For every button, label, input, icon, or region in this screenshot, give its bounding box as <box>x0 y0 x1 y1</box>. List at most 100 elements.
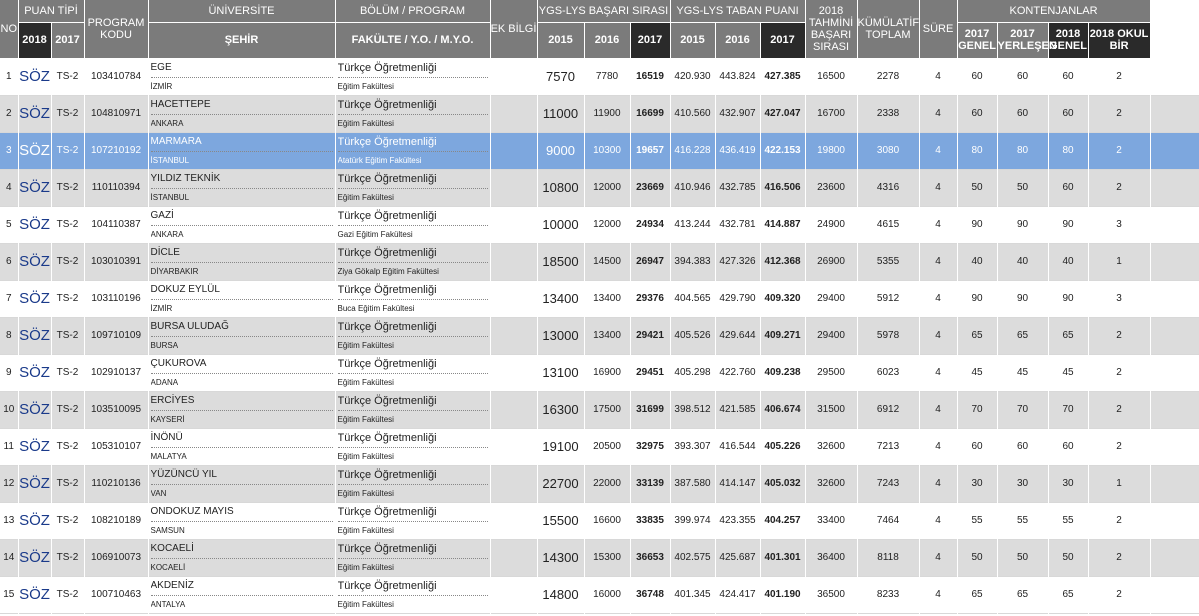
sure: 4 <box>919 95 958 132</box>
universite-link[interactable]: HACETTEPE <box>150 96 333 115</box>
table-row[interactable]: 5 SÖZ TS-2 104110387 GAZİ ANKARA Türkçe Öğretm… <box>0 206 1199 243</box>
tahmini-sira: 23600 <box>805 169 858 206</box>
universite-link[interactable]: İNÖNÜ <box>150 429 333 448</box>
bs-2017: 29451 <box>630 354 671 391</box>
bolum-link[interactable]: Türkçe Öğretmenliği <box>337 503 488 522</box>
universite-link[interactable]: GAZİ <box>150 207 333 226</box>
bolum-link[interactable]: Türkçe Öğretmenliği <box>337 355 488 374</box>
table-row[interactable]: 12 SÖZ TS-2 110210136 YÜZÜNCÜ YIL VAN Türkçe Ö… <box>0 465 1199 502</box>
table-row[interactable]: 11 SÖZ TS-2 105310107 İNÖNÜ MALATYA Türkçe Öğr… <box>0 428 1199 465</box>
universite-link[interactable]: EGE <box>150 59 333 78</box>
table-row[interactable]: 13 SÖZ TS-2 108210189 ONDOKUZ MAYIS SAMSUN Tür… <box>0 502 1199 539</box>
bolum-link[interactable]: Türkçe Öğretmenliği <box>337 429 488 448</box>
col-puan-2017[interactable]: 2017 <box>51 22 85 59</box>
k2018-genel: 90 <box>1048 206 1089 243</box>
col-tp-2016[interactable]: 2016 <box>715 22 761 59</box>
col-bs-2016[interactable]: 2016 <box>584 22 631 59</box>
table-row[interactable]: 7 SÖZ TS-2 103110196 DOKUZ EYLÜL İZMİR Türkçe … <box>0 280 1199 317</box>
universite-link[interactable]: AKDENİZ <box>150 577 333 596</box>
bolum-link[interactable]: Türkçe Öğretmenliği <box>337 207 488 226</box>
table-row[interactable]: 8 SÖZ TS-2 109710109 BURSA ULUDAĞ BURSA Türkçe… <box>0 317 1199 354</box>
col-k2017-genel[interactable]: 2017 GENEL <box>957 22 998 59</box>
bolum-link[interactable]: Türkçe Öğretmenliği <box>337 540 488 559</box>
col-tp-2017[interactable]: 2017 <box>760 22 806 59</box>
universite-cell: HACETTEPE ANKARA <box>148 95 336 132</box>
bs-2015: 7570 <box>537 58 585 95</box>
bs-2015: 10800 <box>537 169 585 206</box>
col-bs-2017[interactable]: 2017 <box>630 22 671 59</box>
bolum-link[interactable]: Türkçe Öğretmenliği <box>337 392 488 411</box>
col-universite[interactable]: ÜNİVERSİTE <box>148 0 336 23</box>
table-row[interactable]: 15 SÖZ TS-2 100710463 AKDENİZ ANTALYA Türkçe Ö… <box>0 576 1199 613</box>
table-row[interactable]: 6 SÖZ TS-2 103010391 DİCLE DİYARBAKIR Türkçe Ö… <box>0 243 1199 280</box>
col-bs-2015[interactable]: 2015 <box>537 22 585 59</box>
sehir-text: KAYSERİ <box>150 414 185 424</box>
col-k2018-genel[interactable]: 2018 GENEL <box>1048 22 1089 59</box>
tp-2015: 413.244 <box>670 206 716 243</box>
bolum-cell: Türkçe Öğretmenliği Eğitim Fakültesi <box>335 576 491 613</box>
tp-2015: 410.946 <box>670 169 716 206</box>
col-ek-bilgi[interactable]: EK BİLGİ <box>490 0 538 59</box>
col-puan-2018[interactable]: 2018 <box>18 22 52 59</box>
col-sehir[interactable]: ŞEHİR <box>148 22 336 59</box>
table-row[interactable]: 9 SÖZ TS-2 102910137 ÇUKUROVA ADANA Türkçe Öğr… <box>0 354 1199 391</box>
table-row[interactable]: 14 SÖZ TS-2 106910073 KOCAELİ KOCAELİ Türkçe Ö… <box>0 539 1199 576</box>
universite-link[interactable]: ÇUKUROVA <box>150 355 333 374</box>
bs-2016: 14500 <box>584 243 631 280</box>
kumulatif: 2278 <box>857 58 920 95</box>
col-taban-puani[interactable]: YGS-LYS TABAN PUANI <box>670 0 806 23</box>
bolum-link[interactable]: Türkçe Öğretmenliği <box>337 281 488 300</box>
program-kodu: 110110394 <box>84 169 149 206</box>
universite-link[interactable]: ONDOKUZ MAYIS <box>150 503 333 522</box>
universite-link[interactable]: YILDIZ TEKNİK <box>150 170 333 189</box>
col-tp-2015[interactable]: 2015 <box>670 22 716 59</box>
bs-2015: 14300 <box>537 539 585 576</box>
bolum-link[interactable]: Türkçe Öğretmenliği <box>337 244 488 263</box>
tp-2015: 402.575 <box>670 539 716 576</box>
universite-cell: AKDENİZ ANTALYA <box>148 576 336 613</box>
universite-link[interactable]: KOCAELİ <box>150 540 333 559</box>
bolum-link[interactable]: Türkçe Öğretmenliği <box>337 466 488 485</box>
table-row[interactable]: 4 SÖZ TS-2 110110394 YILDIZ TEKNİK İSTANBUL Tü… <box>0 169 1199 206</box>
universite-link[interactable]: YÜZÜNCÜ YIL <box>150 466 333 485</box>
k2017-genel: 50 <box>957 539 998 576</box>
bolum-link[interactable]: Türkçe Öğretmenliği <box>337 59 488 78</box>
universite-cell: EGE İZMİR <box>148 58 336 95</box>
col-k2018-okulbir[interactable]: 2018 OKUL BİR <box>1088 22 1151 59</box>
universite-cell: DOKUZ EYLÜL İZMİR <box>148 280 336 317</box>
col-no[interactable]: NO <box>0 0 19 59</box>
tp-2016: 416.544 <box>715 428 761 465</box>
col-program-kodu[interactable]: PROGRAM KODU <box>84 0 149 59</box>
table-row[interactable]: 2 SÖZ TS-2 104810971 HACETTEPE ANKARA Türkçe Ö… <box>0 95 1199 132</box>
universite-link[interactable]: MARMARA <box>150 133 333 152</box>
universite-link[interactable]: DİCLE <box>150 244 333 263</box>
col-fakulte[interactable]: FAKÜLTE / Y.O. / M.Y.O. <box>335 22 491 59</box>
table-row[interactable]: 3 SÖZ TS-2 107210192 MARMARA İSTANBUL Türkçe Ö… <box>0 132 1199 169</box>
bolum-link[interactable]: Türkçe Öğretmenliği <box>337 170 488 189</box>
fakulte-text: Eğitim Fakültesi <box>337 451 394 461</box>
sehir-text: VAN <box>150 488 167 498</box>
col-sure[interactable]: SÜRE <box>919 0 958 59</box>
universite-cell: ONDOKUZ MAYIS SAMSUN <box>148 502 336 539</box>
col-k2017-yerlesen[interactable]: 2017 YERLEŞEN <box>997 22 1057 59</box>
bolum-link[interactable]: Türkçe Öğretmenliği <box>337 577 488 596</box>
k2018-genel: 40 <box>1048 243 1089 280</box>
k2017-yerlesen: 45 <box>997 354 1049 391</box>
puan-tipi-2018: SÖZ <box>18 428 52 465</box>
col-puan-tipi[interactable]: PUAN TİPİ <box>18 0 85 23</box>
tp-2015: 399.974 <box>670 502 716 539</box>
bolum-link[interactable]: Türkçe Öğretmenliği <box>337 96 488 115</box>
col-kumulatif[interactable]: KÜMÜLATİF TOPLAM <box>857 0 920 59</box>
table-row[interactable]: 10 SÖZ TS-2 103510095 ERCİYES KAYSERİ Türkçe Ö… <box>0 391 1199 428</box>
col-tahmini[interactable]: 2018 TAHMİNİ BAŞARI SIRASI <box>805 0 858 59</box>
col-bolum[interactable]: BÖLÜM / PROGRAM <box>335 0 491 23</box>
universite-link[interactable]: ERCİYES <box>150 392 333 411</box>
col-basari-sirasi[interactable]: YGS-LYS BAŞARI SIRASI <box>537 0 671 23</box>
row-filler <box>1150 169 1199 206</box>
universite-link[interactable]: DOKUZ EYLÜL <box>150 281 333 300</box>
bolum-link[interactable]: Türkçe Öğretmenliği <box>337 318 488 337</box>
table-row[interactable]: 1 SÖZ TS-2 103410784 EGE İZMİR Türkçe Öğretmen… <box>0 58 1199 95</box>
universite-link[interactable]: BURSA ULUDAĞ <box>150 318 333 337</box>
bs-2016: 22000 <box>584 465 631 502</box>
bolum-link[interactable]: Türkçe Öğretmenliği <box>337 133 488 152</box>
